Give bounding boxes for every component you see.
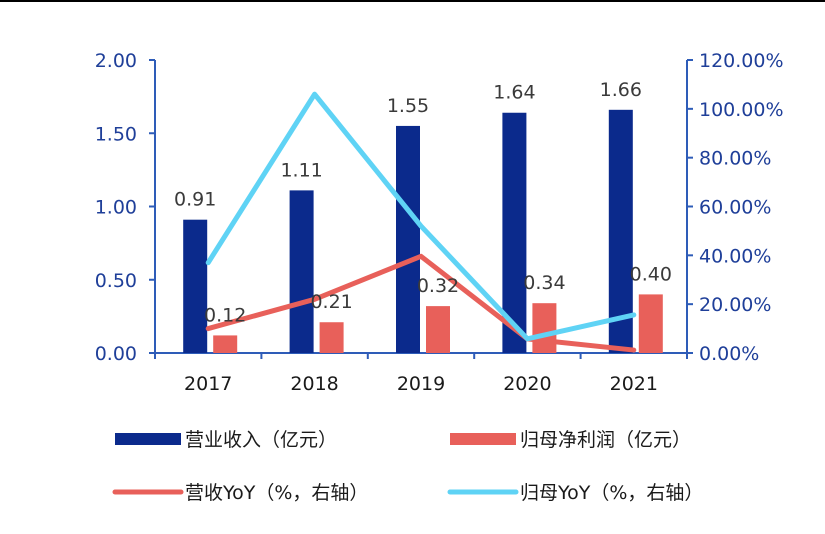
left-tick-label: 1.00 bbox=[95, 197, 137, 219]
series-line bbox=[205, 91, 637, 342]
top-border bbox=[0, 0, 825, 2]
x-tick-label: 2020 bbox=[503, 373, 551, 395]
left-tick-label: 0.00 bbox=[95, 343, 137, 365]
bar bbox=[638, 294, 663, 353]
right-tick-label: 120.00% bbox=[699, 50, 784, 72]
x-tick-label: 2019 bbox=[397, 373, 445, 395]
legend-label: 营业收入（亿元） bbox=[185, 429, 337, 451]
data-label: 1.66 bbox=[600, 79, 642, 101]
bar bbox=[289, 190, 314, 353]
bar bbox=[183, 219, 208, 353]
bar bbox=[319, 322, 344, 353]
data-label: 1.55 bbox=[387, 95, 429, 117]
right-tick-label: 0.00% bbox=[699, 343, 759, 365]
x-tick-label: 2021 bbox=[610, 373, 658, 395]
bar bbox=[608, 109, 633, 353]
left-tick-label: 1.50 bbox=[95, 123, 137, 145]
data-label: 0.34 bbox=[523, 272, 565, 294]
series-line bbox=[205, 253, 637, 353]
left-tick-label: 0.50 bbox=[95, 270, 137, 292]
left-tick-label: 2.00 bbox=[95, 50, 137, 72]
right-tick-label: 80.00% bbox=[699, 148, 771, 170]
legend-label: 归母净利润（亿元） bbox=[520, 429, 691, 451]
data-label: 0.12 bbox=[204, 304, 246, 326]
bar bbox=[396, 125, 420, 353]
bar bbox=[426, 306, 450, 353]
right-tick-label: 100.00% bbox=[699, 99, 784, 121]
bar bbox=[213, 335, 238, 353]
right-tick-label: 60.00% bbox=[699, 197, 771, 219]
right-tick-label: 40.00% bbox=[699, 245, 771, 267]
legend-label: 营收YoY（%，右轴） bbox=[185, 482, 368, 504]
right-tick-label: 20.00% bbox=[699, 294, 771, 316]
data-label: 0.21 bbox=[310, 291, 352, 313]
data-label: 0.40 bbox=[630, 263, 672, 285]
legend-swatch-bar bbox=[115, 433, 181, 445]
data-label: 0.32 bbox=[417, 275, 459, 297]
data-label: 1.11 bbox=[280, 159, 322, 181]
x-tick-label: 2018 bbox=[290, 373, 338, 395]
bar bbox=[532, 303, 557, 353]
x-tick-label: 2017 bbox=[184, 373, 232, 395]
legend-label: 归母YoY（%，右轴） bbox=[520, 482, 703, 504]
data-label: 1.64 bbox=[493, 82, 535, 104]
legend-swatch-bar bbox=[450, 433, 516, 445]
data-label: 0.91 bbox=[174, 189, 216, 211]
